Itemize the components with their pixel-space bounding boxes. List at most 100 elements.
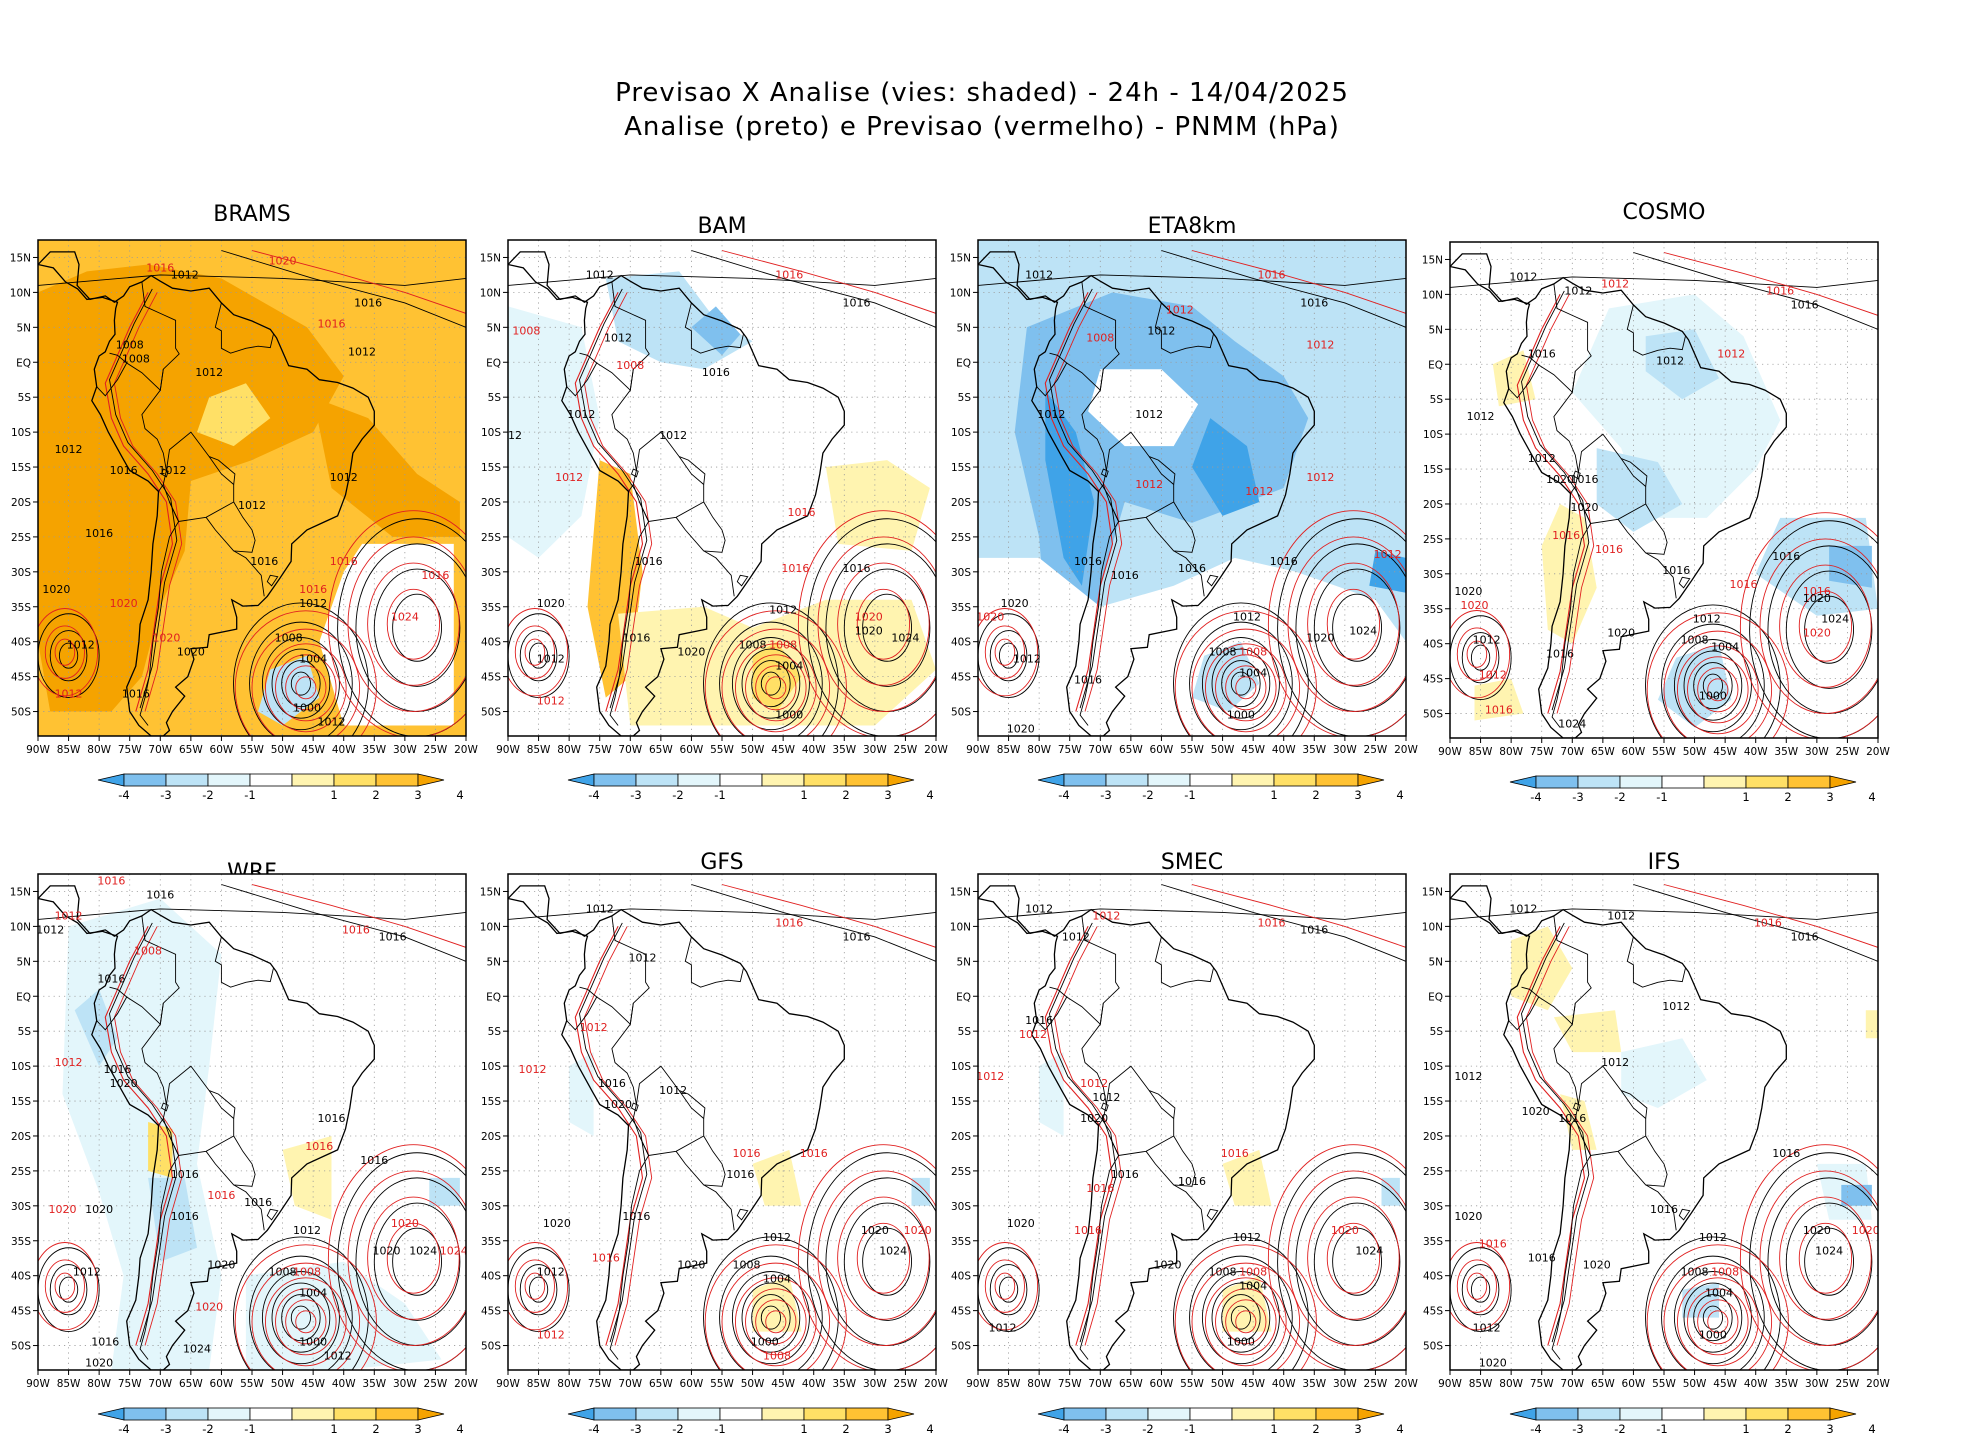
contour-label: 1020	[855, 611, 883, 624]
bias-shading	[1829, 545, 1872, 588]
isobar-analysis	[38, 274, 466, 286]
lat-label: 30S	[481, 567, 501, 579]
colorbar-label: 3	[414, 788, 421, 802]
lon-label: 60W	[1622, 746, 1646, 758]
colorbar-segment	[1273, 1407, 1317, 1421]
lat-label: 5S	[488, 1026, 502, 1038]
contour-label: 1008	[1239, 646, 1267, 659]
country-border	[1621, 458, 1648, 487]
isobar-forecast	[721, 884, 936, 948]
colorbar-label: -1	[244, 788, 255, 802]
country-border	[1553, 1003, 1579, 1126]
lat-label: 15N	[480, 252, 501, 264]
country-border	[1036, 362, 1068, 397]
isobar-forecast	[1663, 1262, 1773, 1370]
isobar-analysis	[38, 613, 100, 699]
contour-label: 1008	[512, 324, 540, 337]
isobar-forecast	[1646, 612, 1789, 738]
contour-label: 1020	[677, 1259, 705, 1272]
lon-label: 90W	[496, 744, 520, 756]
isobar-analysis	[1702, 673, 1723, 698]
isobar-forecast	[367, 1196, 460, 1320]
isobar-forecast	[367, 562, 460, 686]
colorbar-segment	[1787, 775, 1831, 789]
isobar-forecast	[765, 1310, 787, 1334]
colorbar-segment	[1105, 773, 1149, 787]
contour-label: 1012	[1245, 485, 1273, 498]
lon-label: 90W	[26, 1378, 50, 1390]
lon-label: 65W	[179, 744, 203, 756]
colorbar-segment	[803, 1407, 847, 1421]
isobar-forecast	[1225, 1299, 1267, 1345]
bias-shading	[1596, 448, 1683, 532]
isobar-analysis	[1461, 632, 1500, 684]
figure-title-line-1: Previsao X Analise (vies: shaded) - 24h …	[615, 78, 1349, 108]
isobar-analysis	[703, 602, 839, 736]
contour-label: 1024	[1355, 1245, 1383, 1258]
lat-label: 25S	[1423, 1166, 1443, 1178]
lat-label: 20S	[1423, 1131, 1443, 1143]
contour-label: 1012	[1062, 930, 1090, 943]
colorbar-segment	[845, 773, 889, 787]
lat-label: 30S	[481, 1201, 501, 1213]
isobar-analysis	[392, 1227, 442, 1296]
isobar-forecast	[1307, 1196, 1400, 1320]
isobar-analysis	[38, 1247, 100, 1333]
lon-label: 85W	[1469, 1378, 1493, 1390]
colorbar-segment	[1535, 1407, 1579, 1421]
lat-label: 35S	[11, 602, 31, 614]
bias-shading	[1045, 390, 1095, 586]
isobar-forecast	[275, 1288, 337, 1356]
lat-label: 5S	[958, 1026, 972, 1038]
lat-label: 45S	[951, 672, 971, 684]
lake-outline	[1572, 1102, 1581, 1112]
lon-label: 40W	[1272, 744, 1296, 756]
isobar-analysis	[1673, 1271, 1752, 1365]
isobar-forecast	[1191, 884, 1406, 948]
contour-label: 1012	[763, 1231, 791, 1244]
bias-shading	[1865, 1010, 1878, 1039]
isobar-analysis	[1693, 662, 1733, 710]
colorbar-segment	[375, 1407, 419, 1421]
colorbar-segment	[635, 773, 679, 787]
lon-label: 55W	[710, 1378, 734, 1390]
isobar-analysis	[528, 642, 549, 669]
colorbar-arrow-left	[1037, 773, 1065, 787]
colorbar: -4 -3 -2 -1 1 2 3 4	[97, 1407, 464, 1436]
contour-label: 1008	[293, 1266, 321, 1279]
contour-label: 1004	[1711, 641, 1739, 654]
lon-label: 25W	[1836, 746, 1860, 758]
lon-label: 40W	[1744, 1378, 1768, 1390]
lat-label: 45S	[11, 672, 31, 684]
lon-label: 50W	[1211, 1378, 1235, 1390]
lat-label: 5N	[1428, 956, 1443, 968]
isobar-analysis	[109, 922, 178, 1343]
lat-label: 20S	[951, 1131, 971, 1143]
contour-label: 1020	[1460, 599, 1488, 612]
contour-label: 1016	[97, 874, 125, 887]
lat-label: 10N	[1422, 921, 1443, 933]
contour-label: 1012	[195, 366, 223, 379]
contour-label: 1012	[1607, 909, 1635, 922]
contour-label: 1016	[1111, 569, 1139, 582]
contour-label: 1016	[800, 1147, 828, 1160]
isobar-analysis	[58, 1276, 79, 1303]
contour-label: 1020	[42, 583, 70, 596]
colorbar-segment	[1273, 773, 1317, 787]
contour-label: 1016	[775, 268, 803, 281]
lat-label: 15S	[11, 1096, 31, 1108]
lon-label: 50W	[1211, 744, 1235, 756]
isobar-forecast	[755, 1299, 797, 1345]
country-border	[214, 302, 274, 354]
bias-shading	[74, 989, 118, 1067]
lat-label: 40S	[481, 1271, 501, 1283]
contour-label: 1016	[360, 1154, 388, 1167]
lon-label: 20W	[454, 1378, 478, 1390]
isobar-analysis	[1221, 660, 1261, 708]
isobar-forecast	[797, 510, 936, 736]
country-border	[684, 302, 744, 354]
contour-label: 1024	[409, 1245, 437, 1258]
country-border	[1149, 456, 1176, 485]
colorbar-label: 4	[1396, 788, 1403, 802]
lat-label: 30S	[1423, 569, 1443, 581]
